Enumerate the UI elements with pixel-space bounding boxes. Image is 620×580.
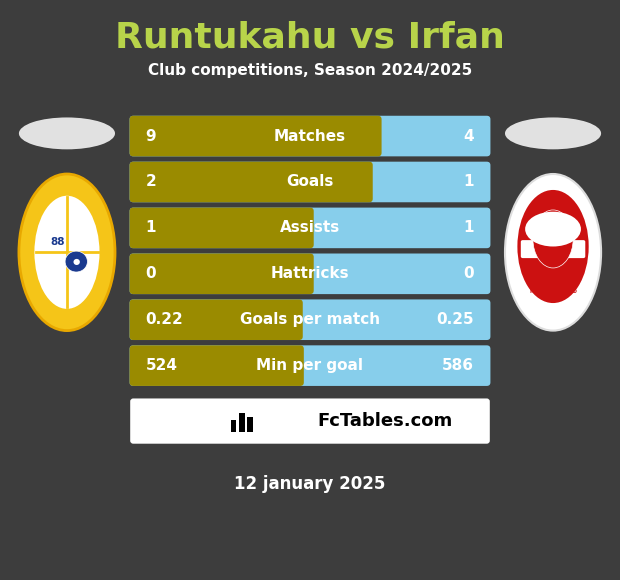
Text: Club competitions, Season 2024/2025: Club competitions, Season 2024/2025 xyxy=(148,63,472,78)
Text: 9: 9 xyxy=(146,129,156,144)
Ellipse shape xyxy=(525,212,581,246)
FancyBboxPatch shape xyxy=(130,208,490,248)
FancyBboxPatch shape xyxy=(130,253,314,294)
Text: 586: 586 xyxy=(442,358,474,373)
FancyBboxPatch shape xyxy=(130,299,490,340)
Text: Min per goal: Min per goal xyxy=(257,358,363,373)
Ellipse shape xyxy=(533,210,574,268)
Text: 0.25: 0.25 xyxy=(436,312,474,327)
FancyBboxPatch shape xyxy=(130,398,490,444)
FancyBboxPatch shape xyxy=(130,345,304,386)
Text: ●: ● xyxy=(73,257,80,266)
Text: Hattricks: Hattricks xyxy=(271,266,349,281)
Text: Matches: Matches xyxy=(274,129,346,144)
FancyBboxPatch shape xyxy=(130,116,381,157)
Ellipse shape xyxy=(19,174,115,331)
FancyBboxPatch shape xyxy=(247,417,252,432)
Text: 2: 2 xyxy=(146,175,156,190)
Text: Goals per match: Goals per match xyxy=(240,312,380,327)
Text: 1: 1 xyxy=(146,220,156,235)
FancyBboxPatch shape xyxy=(130,162,490,202)
FancyBboxPatch shape xyxy=(239,413,244,432)
Ellipse shape xyxy=(505,174,601,331)
Text: 88: 88 xyxy=(50,237,65,248)
Ellipse shape xyxy=(505,117,601,149)
FancyBboxPatch shape xyxy=(130,208,314,248)
Text: 524: 524 xyxy=(146,358,178,373)
Text: Assists: Assists xyxy=(280,220,340,235)
Text: 1: 1 xyxy=(464,220,474,235)
FancyBboxPatch shape xyxy=(130,162,373,202)
FancyBboxPatch shape xyxy=(231,420,236,432)
Text: 0.22: 0.22 xyxy=(146,312,184,327)
FancyBboxPatch shape xyxy=(130,345,490,386)
Text: Runtukahu vs Irfan: Runtukahu vs Irfan xyxy=(115,21,505,55)
FancyBboxPatch shape xyxy=(130,116,490,157)
Text: 4: 4 xyxy=(464,129,474,144)
Text: 12 january 2025: 12 january 2025 xyxy=(234,475,386,494)
FancyBboxPatch shape xyxy=(130,299,303,340)
Text: FcTables.com: FcTables.com xyxy=(317,412,453,430)
Text: 0: 0 xyxy=(464,266,474,281)
Text: Goals: Goals xyxy=(286,175,334,190)
Text: 0: 0 xyxy=(146,266,156,281)
Ellipse shape xyxy=(34,196,99,309)
Circle shape xyxy=(65,251,87,272)
Ellipse shape xyxy=(19,117,115,149)
FancyBboxPatch shape xyxy=(130,253,490,294)
Text: MADURA UNITED: MADURA UNITED xyxy=(529,289,577,293)
FancyBboxPatch shape xyxy=(521,240,585,258)
Text: 1: 1 xyxy=(464,175,474,190)
Ellipse shape xyxy=(517,190,588,303)
